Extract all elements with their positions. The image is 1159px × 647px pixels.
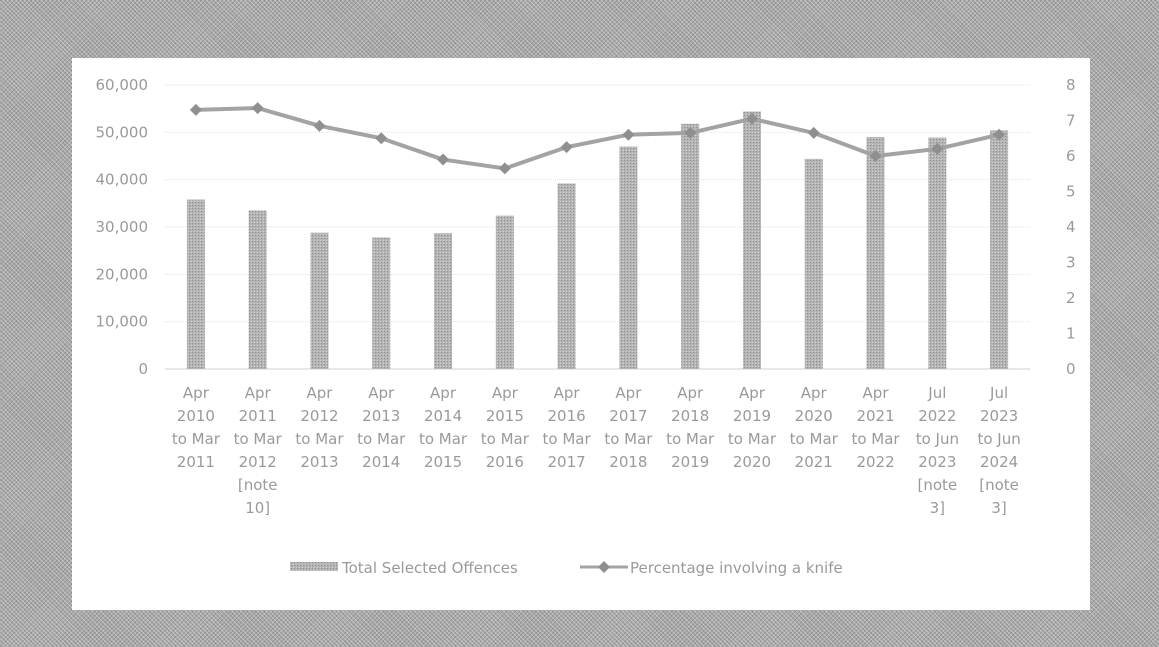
left-tick-label: 60,000 [96, 76, 149, 94]
bar [804, 158, 823, 369]
category-label: Apr 2010 to Mar 2011 [172, 384, 221, 471]
bar [372, 237, 391, 369]
line-path [195, 106, 1000, 171]
line-marker [313, 119, 326, 132]
right-axis: 0 1 2 3 4 5 6 7 8 [1066, 76, 1076, 378]
bar [866, 137, 885, 369]
left-tick-label: 40,000 [96, 171, 149, 189]
bar [310, 232, 329, 369]
category-label: Apr 2017 to Mar 2018 [604, 384, 653, 471]
bar [434, 233, 453, 369]
category-label: Apr 2012 to Mar 2013 [295, 384, 344, 471]
legend: Total Selected Offences Percentage involv… [290, 559, 843, 577]
category-label: Apr 2011 to Mar 2012 [note 10] [234, 384, 283, 517]
chart-panel: 0 10,000 20,000 30,000 40,000 50,000 60,000 0 1… [72, 58, 1090, 610]
right-tick-label: 1 [1066, 325, 1076, 343]
category-label: Apr 2014 to Mar 2015 [419, 384, 468, 471]
left-tick-label: 10,000 [96, 313, 149, 331]
gridlines [165, 84, 1030, 370]
line-marker [437, 153, 450, 166]
line-series [189, 102, 1006, 175]
bar [557, 183, 576, 369]
line-marker [931, 142, 944, 155]
line-marker [993, 128, 1006, 141]
line-marker [869, 150, 882, 162]
line-marker [807, 126, 820, 139]
category-label: Apr 2020 to Mar 2021 [790, 384, 839, 471]
left-tick-label: 20,000 [96, 265, 149, 283]
legend-label-bars: Total Selected Offences [341, 559, 518, 577]
line-marker [498, 162, 511, 175]
legend-line-marker [598, 561, 610, 573]
right-tick-label: 2 [1066, 289, 1076, 307]
bar-series [186, 111, 1009, 370]
bar [681, 123, 700, 370]
line-marker [375, 132, 388, 145]
line-marker [560, 141, 573, 154]
category-label: Apr 2019 to Mar 2020 [728, 384, 777, 471]
combo-chart: 0 10,000 20,000 30,000 40,000 50,000 60,000 0 1… [96, 76, 1076, 577]
x-axis: Apr 2010 to Mar 2011 Apr 2011 to Mar 2012 [note 1… [172, 384, 1021, 517]
bar [619, 146, 638, 369]
line-marker [684, 126, 697, 139]
right-tick-label: 0 [1066, 360, 1076, 378]
left-tick-label: 50,000 [96, 123, 149, 141]
right-tick-label: 8 [1066, 76, 1076, 94]
category-label: Jul 2022 to Jun 2023 [note 3] [916, 384, 959, 517]
left-tick-label: 0 [138, 360, 148, 378]
line-marker [251, 102, 264, 115]
bar [495, 215, 514, 369]
bar [186, 199, 205, 369]
right-tick-label: 3 [1066, 254, 1076, 272]
category-label: Apr 2013 to Mar 2014 [357, 384, 406, 471]
left-axis: 0 10,000 20,000 30,000 40,000 50,000 60,000 [96, 76, 149, 378]
line-marker [745, 112, 758, 125]
left-tick-label: 30,000 [96, 218, 149, 236]
legend-label-line: Percentage involving a knife [630, 559, 843, 577]
category-label: Apr 2015 to Mar 2016 [481, 384, 530, 471]
bar [990, 130, 1009, 369]
category-label: Apr 2018 to Mar 2019 [666, 384, 715, 471]
line-marker [189, 103, 202, 116]
legend-bar-swatch [290, 562, 338, 571]
bar [928, 137, 947, 369]
bar [248, 210, 267, 369]
right-tick-label: 4 [1066, 218, 1076, 236]
bar [742, 111, 761, 370]
right-tick-label: 7 [1066, 112, 1076, 130]
right-tick-label: 6 [1066, 147, 1076, 165]
category-label: Jul 2023 to Jun 2024 [note 3] [977, 384, 1020, 517]
right-tick-label: 5 [1066, 183, 1076, 201]
line-marker [622, 128, 635, 141]
category-label: Apr 2021 to Mar 2022 [851, 384, 900, 471]
category-label: Apr 2016 to Mar 2017 [543, 384, 592, 471]
